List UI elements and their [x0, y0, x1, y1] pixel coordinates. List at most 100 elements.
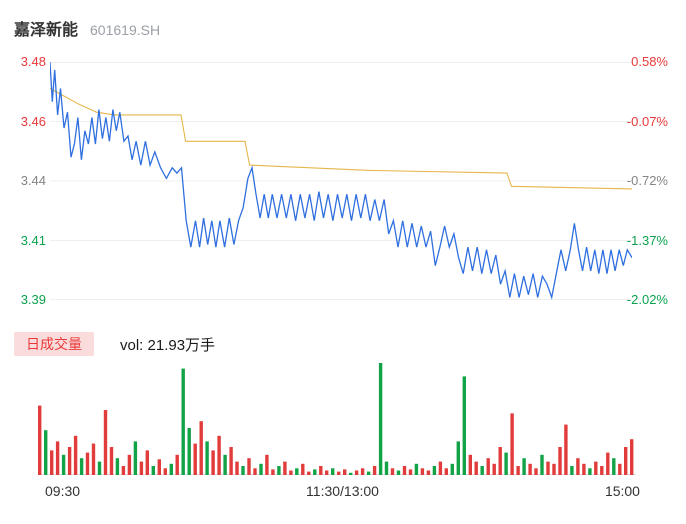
- volume-bar: [85, 452, 90, 475]
- volume-bar: [91, 443, 96, 475]
- volume-header: 日成交量 vol: 21.93万手: [14, 332, 215, 356]
- price-axis-label: 3.44: [20, 173, 46, 188]
- volume-bar: [175, 454, 179, 475]
- volume-bar: [50, 450, 54, 475]
- volume-bar: [253, 468, 257, 475]
- stock-name: 嘉泽新能: [14, 22, 79, 39]
- volume-bar: [402, 466, 407, 475]
- volume-bar: [444, 468, 448, 475]
- volume-bar: [540, 454, 544, 475]
- volume-bar: [103, 410, 108, 475]
- price-chart[interactable]: [50, 62, 632, 300]
- volume-bar: [331, 468, 335, 475]
- volume-bar: [211, 450, 215, 475]
- volume-bar: [450, 463, 454, 475]
- volume-bar: [38, 405, 42, 475]
- volume-bar: [163, 468, 167, 475]
- volume-bar: [558, 447, 562, 475]
- volume-bar: [193, 443, 197, 475]
- volume-bar: [259, 463, 263, 475]
- volume-bar: [624, 447, 628, 475]
- volume-bar: [109, 447, 114, 475]
- volume-bar: [378, 363, 383, 475]
- volume-bar: [169, 463, 173, 475]
- percent-axis-label: -0.72%: [626, 173, 668, 188]
- volume-bar: [295, 468, 299, 475]
- avg-line: [50, 87, 632, 190]
- volume-bar: [354, 470, 359, 475]
- volume-bar: [139, 461, 144, 475]
- price-axis-label: 3.46: [20, 113, 46, 129]
- volume-bar: [576, 458, 580, 475]
- price-axis-label: 3.39: [20, 292, 46, 307]
- volume-bar: [480, 466, 484, 475]
- volume-bar: [73, 435, 78, 475]
- volume-bar: [414, 463, 419, 475]
- percent-axis-label: -2.02%: [626, 292, 668, 307]
- volume-bar: [229, 447, 233, 475]
- volume-bar: [594, 461, 598, 475]
- time-label-close: 15:00: [604, 483, 640, 499]
- volume-bar: [79, 458, 84, 475]
- volume-bar: [319, 466, 323, 475]
- volume-bar: [570, 466, 574, 475]
- volume-bar: [55, 441, 60, 475]
- volume-bar: [468, 454, 472, 475]
- volume-bar: [265, 454, 269, 475]
- volume-bar: [534, 468, 538, 475]
- volume-bar: [313, 469, 317, 475]
- volume-bar: [61, 454, 66, 475]
- volume-bar: [606, 452, 610, 475]
- volume-bar: [384, 461, 389, 475]
- volume-bar: [390, 468, 395, 475]
- volume-bar: [289, 470, 293, 475]
- volume-bar: [360, 468, 365, 475]
- volume-bar: [462, 376, 466, 475]
- volume-bar: [630, 439, 634, 475]
- volume-bar: [474, 461, 478, 475]
- volume-bar: [516, 466, 520, 475]
- price-axis-label: 3.41: [20, 232, 46, 248]
- volume-bar: [301, 463, 305, 475]
- volume-bar: [498, 447, 502, 475]
- volume-bar: [217, 435, 221, 475]
- volume-bar: [456, 441, 460, 475]
- volume-bar: [325, 470, 329, 475]
- volume-bar: [145, 450, 149, 475]
- volume-bar: [408, 469, 413, 475]
- volume-bar: [510, 413, 514, 475]
- volume-bar: [432, 466, 437, 475]
- volume-bar: [522, 458, 526, 475]
- volume-bar: [337, 471, 341, 475]
- volume-bar: [277, 466, 281, 475]
- volume-tab-badge[interactable]: 日成交量: [14, 332, 94, 356]
- volume-bar: [97, 461, 102, 475]
- price-axis-label: 3.48: [20, 54, 46, 69]
- volume-value: vol: 21.93万手: [120, 336, 216, 354]
- volume-bar: [492, 463, 496, 475]
- volume-bar: [115, 458, 120, 475]
- stock-code: 601619.SH: [90, 22, 161, 38]
- volume-bar: [133, 441, 138, 475]
- volume-bar: [366, 471, 371, 475]
- volume-bar: [552, 463, 556, 475]
- volume-bar: [235, 461, 239, 475]
- percent-axis-label: -1.37%: [626, 232, 668, 248]
- volume-bar: [588, 468, 592, 475]
- time-label-open: 09:30: [45, 483, 81, 499]
- volume-bar: [420, 468, 425, 475]
- header: 嘉泽新能 601619.SH: [14, 16, 160, 40]
- volume-chart[interactable]: [38, 360, 636, 475]
- volume-bar: [612, 458, 616, 475]
- volume-bar: [205, 441, 209, 475]
- volume-bar: [582, 463, 586, 475]
- volume-bar: [127, 454, 132, 475]
- volume-bar: [426, 470, 431, 475]
- volume-bar: [618, 463, 622, 475]
- time-label-midday: 11:30/13:00: [306, 483, 379, 499]
- volume-bar: [223, 454, 227, 475]
- time-axis: 09:30 11:30/13:00 15:00: [45, 483, 640, 499]
- price-line: [50, 62, 632, 300]
- volume-bar: [546, 461, 550, 475]
